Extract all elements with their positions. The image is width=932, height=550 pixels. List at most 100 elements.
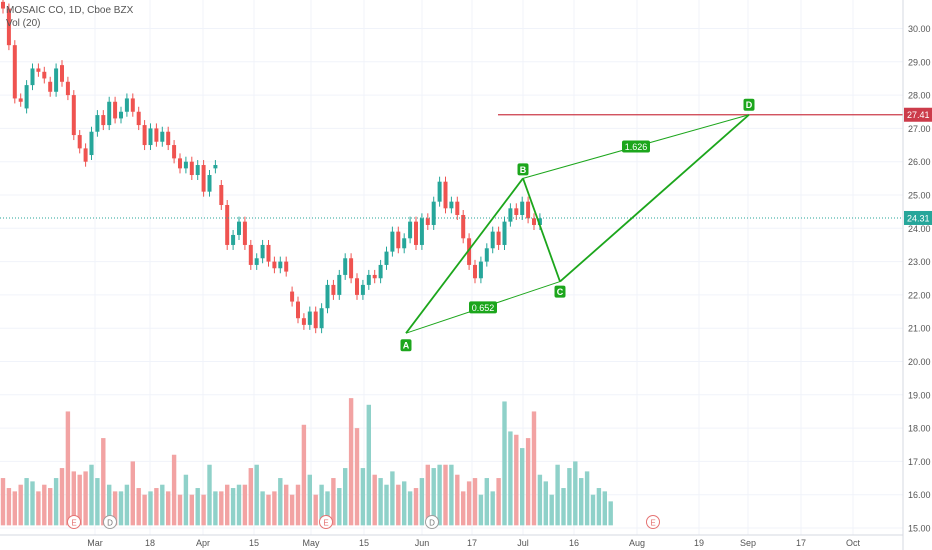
candle-body (254, 258, 259, 265)
volume-bar (384, 484, 389, 526)
volume-bar (602, 491, 607, 526)
volume-bar (325, 491, 330, 526)
candle-body (384, 251, 389, 265)
candle-body (160, 131, 165, 142)
volume-bar (254, 464, 259, 526)
volume-bar (455, 474, 460, 526)
volume-bar (136, 488, 141, 526)
event-marker-label: D (107, 519, 113, 528)
candle-body (478, 261, 483, 279)
candle-body (461, 214, 466, 239)
candles (1, 0, 542, 334)
volume-bar (466, 481, 472, 526)
volume-bar (219, 491, 224, 526)
candle-body (107, 101, 112, 126)
volume-bar (549, 494, 554, 526)
event-marker-label: D (429, 519, 435, 528)
volume-bar (201, 494, 206, 526)
x-tick-label: Jul (517, 538, 529, 548)
x-tick-label: 17 (467, 538, 477, 548)
candle-body (113, 101, 118, 119)
candle-body (101, 115, 106, 126)
leg-BC (522, 178, 561, 282)
volume-bar (24, 478, 29, 526)
candle-body (284, 261, 289, 272)
volume-bar (443, 464, 448, 526)
candle-body (290, 291, 295, 302)
candle-body (183, 161, 188, 169)
y-tick-label: 29.00 (908, 57, 931, 67)
y-tick-label: 19.00 (908, 390, 931, 400)
x-tick-label: May (302, 538, 320, 548)
x-tick-label: 15 (249, 538, 259, 548)
leg-CD (559, 114, 750, 283)
candle-body (349, 258, 354, 279)
volume-bar (160, 484, 165, 526)
candle-body (213, 165, 218, 169)
volume-bar (366, 404, 371, 526)
volume-bar (30, 481, 35, 526)
candle-body (83, 148, 88, 162)
x-tick-label: 16 (569, 538, 579, 548)
volume-bar (590, 494, 596, 526)
candle-body (95, 115, 100, 132)
event-marker (67, 515, 81, 529)
volume-bar (289, 494, 295, 526)
volume-bar (301, 424, 307, 526)
volume-bar (266, 494, 271, 526)
volume-bar (407, 491, 413, 526)
volume-bar (331, 478, 336, 526)
candle-body (178, 158, 182, 169)
candle-body (502, 221, 507, 245)
volume-bar (284, 484, 289, 526)
volume-bar (319, 484, 324, 526)
y-tick-label: 20.00 (908, 357, 931, 367)
volume-bar (166, 491, 171, 526)
candle-body (343, 258, 348, 275)
candle-body (372, 274, 377, 279)
volume-bar (478, 494, 484, 526)
volume-bar (248, 468, 253, 526)
candle-body (237, 221, 241, 235)
candle-body (408, 221, 413, 239)
y-tick-label: 23.00 (908, 257, 931, 267)
volume-bar (77, 474, 82, 526)
volume-bar (83, 471, 88, 526)
y-tick-label: 24.00 (908, 224, 931, 234)
candle-body (272, 261, 277, 269)
volume-bar (230, 488, 236, 526)
volume-bar (555, 464, 560, 526)
candle-body (437, 181, 442, 202)
candle-body (378, 264, 383, 279)
candle-body (484, 248, 489, 262)
volume-bar (42, 484, 47, 526)
candle-body (248, 244, 253, 265)
volume-bar (425, 464, 430, 526)
volume-bar (531, 411, 537, 526)
candle-body (278, 261, 283, 269)
candle-body (207, 175, 212, 192)
volume-label: Vol (20) (6, 18, 41, 29)
candle-body (325, 284, 330, 309)
candle-body (520, 201, 525, 215)
volume-bars (0, 398, 613, 526)
event-marker (103, 515, 117, 529)
y-tick-label: 21.00 (908, 324, 931, 334)
volume-bar (272, 491, 277, 526)
y-tick-label: 26.00 (908, 157, 931, 167)
volume-bar (242, 484, 248, 526)
ratio-label: 0.652 (472, 303, 495, 313)
x-tick-label: Aug (629, 538, 645, 548)
volume-bar (112, 491, 118, 526)
y-tick-label: 16.00 (908, 490, 931, 500)
y-tick-label: 30.00 (908, 24, 931, 34)
volume-bar (343, 468, 348, 526)
target-price-label: 27.41 (907, 110, 930, 120)
volume-bar (148, 491, 153, 526)
pattern-point-label: B (520, 165, 527, 175)
candle-body (496, 231, 501, 245)
volume-bar (278, 478, 283, 526)
event-marker-label: E (650, 519, 655, 528)
volume-bar (484, 478, 489, 526)
candle-body (526, 201, 531, 219)
